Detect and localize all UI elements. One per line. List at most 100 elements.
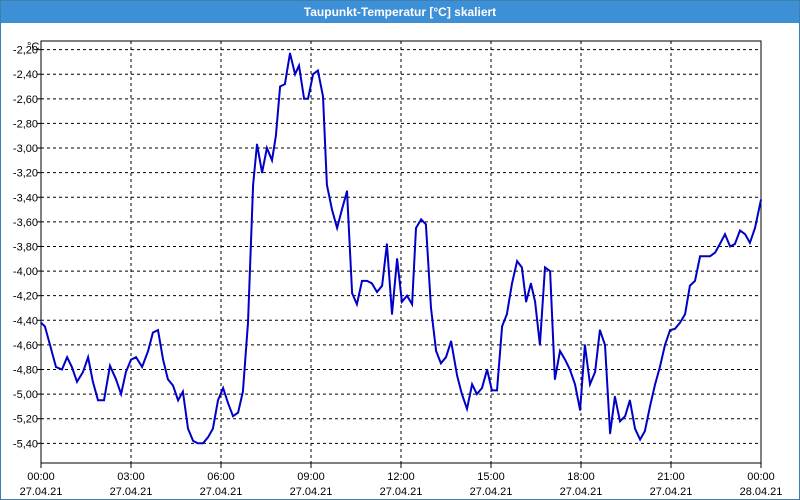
y-tick-label: -5,00 (13, 389, 38, 401)
data-point (109, 365, 111, 367)
data-point (356, 303, 358, 306)
data-point (511, 282, 513, 285)
data-point (152, 331, 154, 334)
data-point (506, 313, 508, 315)
data-point (192, 440, 194, 442)
data-point (252, 184, 254, 186)
data-point (71, 366, 73, 368)
data-point (754, 227, 756, 229)
data-point (749, 242, 751, 244)
data-point (456, 374, 458, 377)
window-title: Taupunkt-Temperatur [°C] skaliert (1, 1, 799, 23)
data-point (167, 378, 169, 381)
data-point (371, 282, 373, 285)
data-point (289, 52, 291, 55)
data-point (486, 368, 488, 371)
data-point (445, 356, 447, 359)
data-point (55, 366, 57, 368)
data-point (331, 208, 333, 211)
x-tick-time-label: 06:00 (207, 471, 235, 483)
data-point (376, 291, 378, 293)
data-point (87, 356, 89, 359)
data-point (115, 378, 117, 381)
data-point (559, 350, 561, 352)
data-point (699, 255, 701, 258)
data-point (729, 245, 731, 248)
data-point (322, 95, 324, 98)
data-point (694, 280, 696, 282)
data-point (501, 325, 503, 328)
y-tick-label: -5,40 (13, 438, 38, 450)
data-point (564, 358, 566, 361)
data-point (120, 393, 122, 395)
data-point (425, 223, 427, 226)
data-point (351, 292, 353, 295)
data-point (391, 313, 393, 315)
data-point (704, 255, 706, 258)
data-point (544, 266, 546, 269)
x-tick-date-label: 27.04.21 (650, 486, 693, 498)
data-point (709, 255, 711, 258)
data-point (197, 442, 199, 445)
data-point (589, 383, 591, 386)
y-axis-unit-label: °C (27, 41, 39, 53)
data-point (669, 329, 671, 331)
data-point (599, 329, 601, 331)
data-point (275, 134, 277, 137)
data-point (381, 285, 383, 287)
data-point (516, 260, 518, 263)
data-point (341, 208, 343, 211)
y-tick-label: -4,00 (13, 266, 38, 278)
data-point (604, 344, 606, 346)
data-point (450, 340, 452, 343)
data-point (435, 350, 437, 352)
data-point (386, 243, 388, 245)
data-point (298, 64, 300, 67)
data-point (130, 358, 132, 361)
y-tick-label: -3,40 (13, 192, 38, 204)
data-point (644, 430, 646, 432)
data-point (584, 344, 586, 346)
data-point (734, 243, 736, 245)
data-point (284, 83, 286, 85)
data-point (271, 159, 273, 162)
data-point (202, 442, 204, 445)
data-point (147, 350, 149, 352)
data-point (534, 301, 536, 303)
data-point (346, 190, 348, 192)
data-point (679, 321, 681, 324)
data-point (40, 321, 42, 324)
data-point (614, 395, 616, 398)
data-point (242, 390, 244, 393)
data-point (44, 325, 46, 328)
x-tick-time-label: 15:00 (477, 471, 505, 483)
y-tick-label: -4,20 (13, 291, 38, 303)
data-point (247, 321, 249, 324)
data-point (212, 427, 214, 430)
data-point (481, 387, 483, 389)
data-point (303, 98, 305, 100)
y-tick-label: -2,60 (13, 94, 38, 106)
data-point (496, 389, 498, 392)
data-point (49, 344, 51, 346)
data-point (237, 411, 239, 414)
data-point (491, 389, 493, 392)
data-point (217, 399, 219, 402)
data-point (361, 280, 363, 282)
data-point (629, 399, 631, 402)
data-point (724, 233, 726, 235)
data-point (157, 329, 159, 331)
data-point (207, 436, 209, 439)
data-point (471, 383, 473, 386)
x-tick-time-label: 09:00 (297, 471, 325, 483)
data-point (440, 362, 442, 365)
data-point (609, 432, 611, 435)
data-point (261, 171, 263, 174)
y-tick-label: -3,20 (13, 168, 38, 180)
data-point (624, 415, 626, 418)
data-point (61, 368, 63, 371)
x-tick-time-label: 18:00 (567, 471, 595, 483)
data-point (634, 427, 636, 430)
data-point (664, 344, 666, 346)
